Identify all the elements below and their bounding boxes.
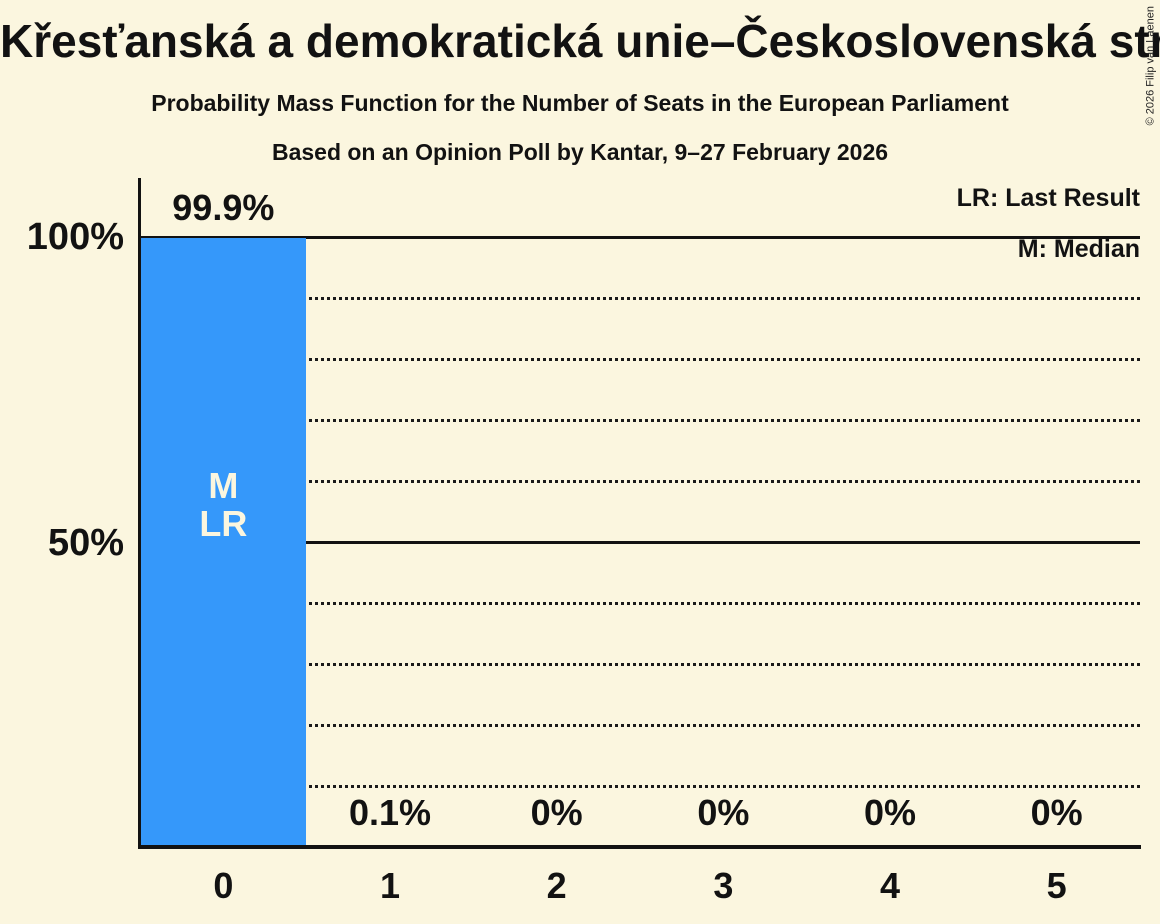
solid-line-50pct (141, 541, 1140, 544)
x-tick-2: 2 (546, 865, 567, 906)
gridline-30pct (141, 663, 1140, 667)
gridline-80pct (141, 357, 1140, 361)
y-tick-50pct: 50% (47, 521, 124, 564)
gridline-70pct (141, 418, 1140, 422)
poll-source-line: Based on an Opinion Poll by Kantar, 9–27… (271, 139, 889, 165)
x-tick-0: 0 (213, 865, 234, 906)
chart-subtitle: Probability Mass Function for the Number… (151, 90, 1009, 116)
legend-last-result: LR: Last Result (956, 184, 1140, 212)
solid-line-99.9pct (141, 236, 1140, 240)
x-tick-4: 4 (879, 865, 900, 906)
x-axis-line (138, 845, 1141, 849)
gridline-90pct (141, 296, 1140, 300)
value-label-seats-5: 0% (1030, 792, 1083, 833)
x-tick-3: 3 (713, 865, 734, 906)
bar-annotation-seats-0: M LR (140, 467, 307, 543)
bar-annotation-line: M (208, 465, 239, 506)
bar-seats-0 (141, 237, 307, 847)
legend-median: M: Median (1017, 235, 1140, 263)
y-tick-100pct: 100% (26, 216, 124, 258)
value-label-seats-3: 0% (697, 792, 750, 833)
gridline-10pct (141, 785, 1140, 789)
y-axis-line (138, 178, 141, 848)
bar-annotation-line: LR (199, 503, 248, 544)
x-tick-5: 5 (1046, 865, 1067, 906)
chart-title: Křesťanská a demokratická unie–Českoslov… (0, 15, 1160, 67)
value-label-seats-2: 0% (530, 792, 583, 833)
value-label-seats-1: 0.1% (348, 792, 432, 833)
value-label-seats-0: 99.9% (172, 186, 275, 228)
value-label-seats-4: 0% (863, 792, 916, 833)
x-tick-1: 1 (379, 865, 400, 906)
gridline-60pct (141, 479, 1140, 483)
gridline-40pct (141, 602, 1140, 606)
gridline-20pct (141, 724, 1140, 728)
